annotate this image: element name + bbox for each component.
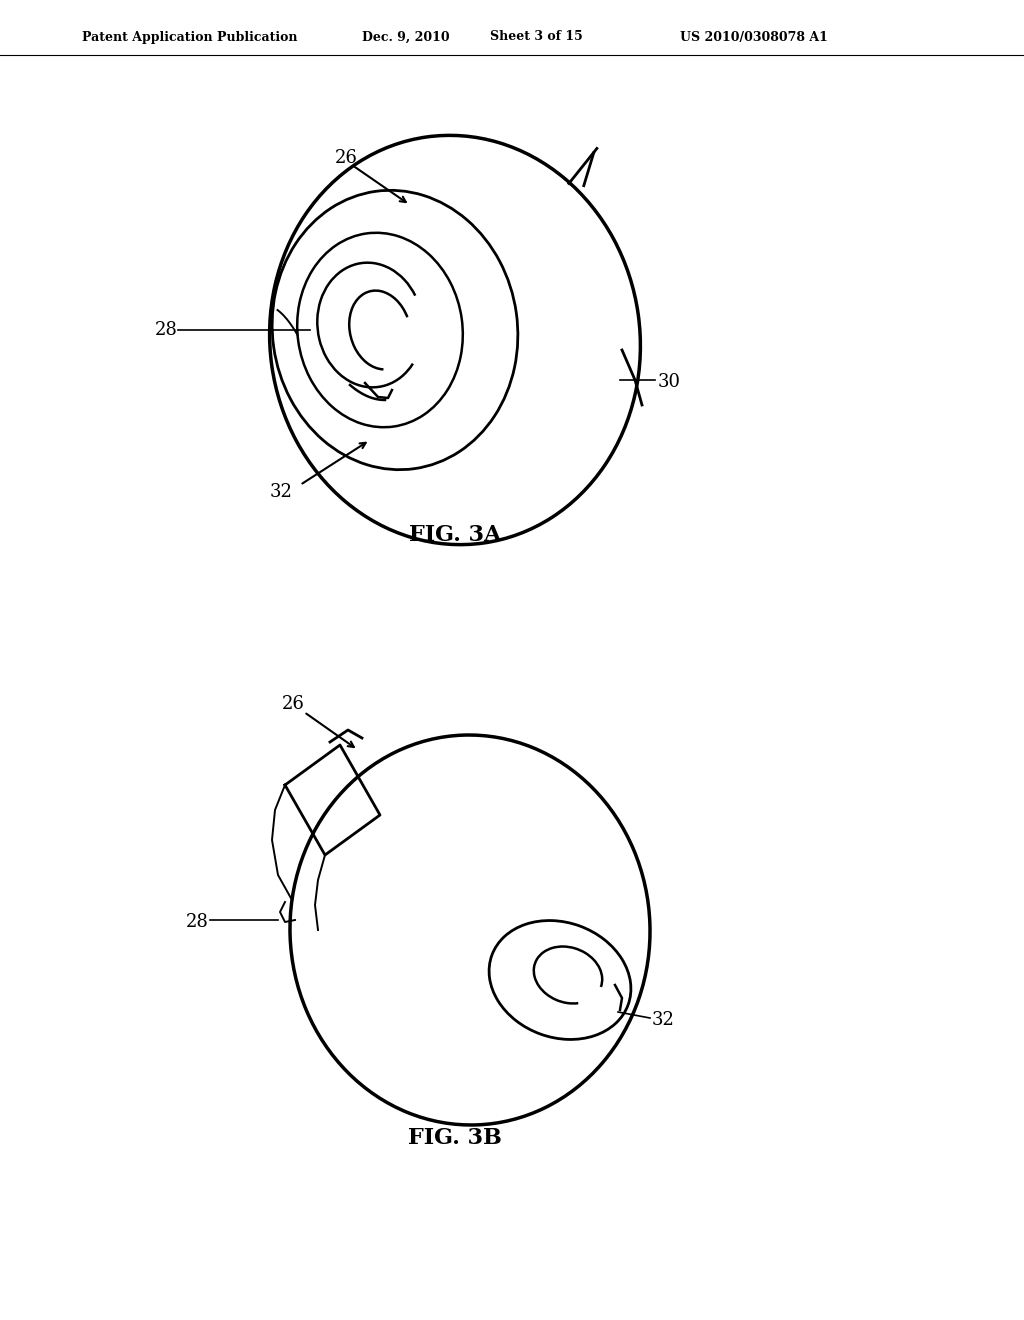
Text: Patent Application Publication: Patent Application Publication (82, 30, 298, 44)
Text: Sheet 3 of 15: Sheet 3 of 15 (490, 30, 583, 44)
Text: 32: 32 (652, 1011, 675, 1030)
Text: Dec. 9, 2010: Dec. 9, 2010 (362, 30, 450, 44)
Text: 26: 26 (282, 696, 305, 713)
Text: US 2010/0308078 A1: US 2010/0308078 A1 (680, 30, 827, 44)
Text: 32: 32 (270, 483, 293, 502)
Text: 28: 28 (155, 321, 178, 339)
Text: FIG. 3A: FIG. 3A (409, 524, 501, 546)
Text: 28: 28 (186, 913, 209, 931)
Text: 30: 30 (658, 374, 681, 391)
Text: 26: 26 (335, 149, 357, 168)
Text: FIG. 3B: FIG. 3B (408, 1127, 502, 1148)
